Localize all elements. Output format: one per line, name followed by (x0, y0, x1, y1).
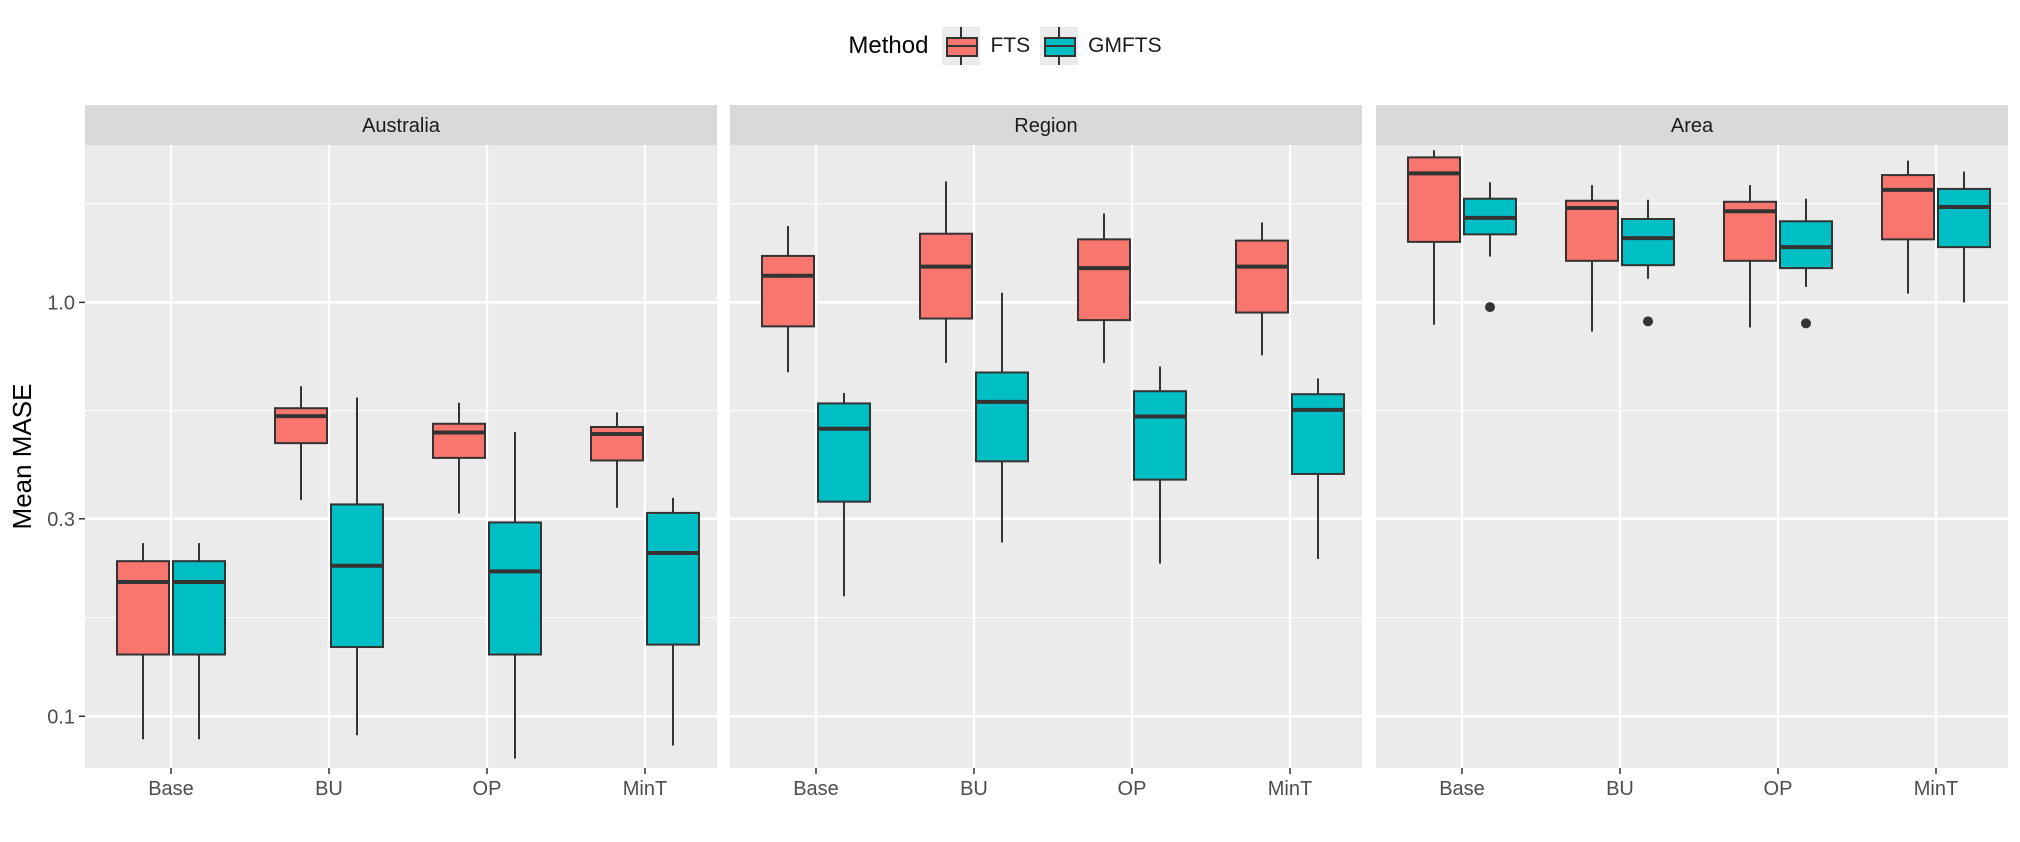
legend: Method FTS GMFTS (0, 26, 2020, 66)
panel-region: Region Base BU OP MinT (730, 105, 1362, 800)
box-body (432, 422, 486, 459)
x-tick-label: Base (1439, 778, 1485, 800)
box-mint-gmfts (646, 497, 700, 746)
box-bu-fts (1565, 185, 1619, 332)
box-mint-fts (1881, 160, 1935, 294)
box-base-fts (761, 225, 815, 373)
box-body (975, 371, 1029, 463)
legend-key-fts-icon (942, 27, 981, 65)
x-tick-label: BU (960, 778, 988, 800)
box-base-fts (1407, 150, 1461, 325)
y-tick-label: 1.0 (47, 292, 75, 314)
box-body (1077, 238, 1131, 322)
y-axis-title: Mean MASE (7, 384, 37, 530)
box-body (1621, 218, 1675, 267)
x-tick-label: MinT (1914, 778, 1958, 800)
box-body (488, 521, 542, 656)
box-bu-fts (274, 386, 328, 501)
panel-strip (1376, 105, 2008, 145)
x-tick-label: Base (793, 778, 839, 800)
box-bu-gmfts (330, 397, 384, 736)
x-tick-label: OP (1764, 778, 1793, 800)
legend-title: Method (848, 32, 929, 59)
legend-item-gmfts: GMFTS (1040, 27, 1162, 65)
box-body (646, 511, 700, 646)
panel-strip-title: Australia (362, 115, 441, 137)
box-body (1937, 187, 1991, 249)
x-tick-label: OP (473, 778, 502, 800)
box-op-gmfts (488, 432, 542, 759)
box-op-fts (1077, 213, 1131, 363)
panel-strip (730, 105, 1362, 145)
panel-area: Area Base BU OP MinT (1376, 105, 2008, 800)
box-body (1291, 393, 1345, 475)
box-body (761, 254, 815, 328)
outlier-point (1801, 318, 1811, 329)
box-op-fts (432, 402, 486, 514)
box-mint-gmfts (1937, 171, 1991, 303)
x-tick-label: BU (1606, 778, 1634, 800)
y-tick-label: 0.1 (47, 706, 75, 728)
box-bu-gmfts (1621, 199, 1675, 327)
box-body (817, 402, 871, 503)
box-body (330, 503, 384, 649)
y-tick-label: 0.3 (47, 509, 75, 531)
box-mint-fts (590, 412, 644, 508)
x-tick-label: OP (1118, 778, 1147, 800)
box-op-gmfts (1133, 366, 1187, 564)
box-base-gmfts (1463, 182, 1517, 313)
x-tick-label: MinT (623, 778, 667, 800)
x-tick-label: BU (315, 778, 343, 800)
box-body (1235, 239, 1289, 314)
box-base-gmfts (172, 543, 226, 740)
box-body (1565, 199, 1619, 262)
box-mint-fts (1235, 222, 1289, 356)
box-body (1407, 156, 1461, 243)
box-body (1779, 220, 1833, 270)
panel-strip-title: Area (1671, 115, 1714, 137)
box-body (172, 560, 226, 656)
panel-background (1376, 145, 2008, 768)
x-tick-label: MinT (1268, 778, 1312, 800)
box-body (274, 407, 328, 445)
box-base-gmfts (817, 393, 871, 597)
box-op-gmfts (1779, 198, 1833, 329)
box-mint-gmfts (1291, 378, 1345, 559)
box-op-fts (1723, 185, 1777, 328)
legend-item-fts: FTS (942, 27, 1030, 65)
outlier-point (1485, 302, 1495, 313)
box-body (1133, 390, 1187, 481)
panel-australia: Australia Base BU OP MinT (85, 105, 717, 800)
box-bu-fts (919, 181, 973, 363)
panel-strip-title: Region (1014, 115, 1077, 137)
legend-label-gmfts: GMFTS (1088, 34, 1162, 57)
y-axis: 0.1 0.3 1.0 Mean MASE (7, 292, 85, 728)
box-bu-gmfts (975, 292, 1029, 543)
box-base-fts (116, 543, 170, 740)
legend-key-gmfts-icon (1040, 27, 1079, 65)
legend-label-fts: FTS (990, 34, 1031, 57)
x-tick-label: Base (148, 778, 194, 800)
box-body (919, 232, 973, 320)
panel-strip (85, 105, 717, 145)
outlier-point (1643, 316, 1653, 327)
box-body (116, 560, 170, 656)
box-body (1881, 174, 1935, 241)
